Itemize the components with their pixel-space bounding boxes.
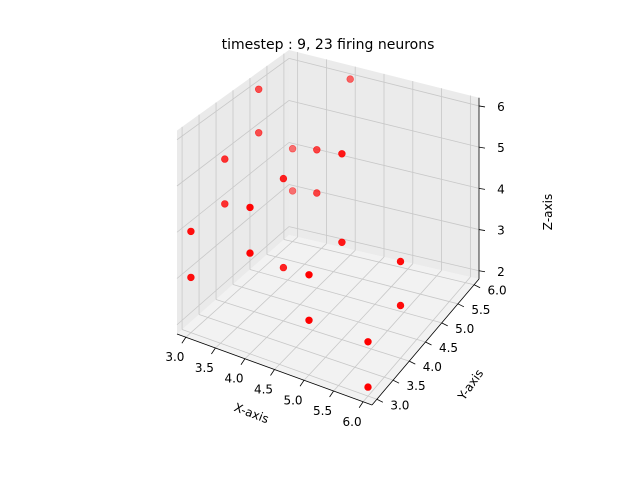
grid-line-y — [266, 254, 459, 305]
grid-line-z — [288, 100, 480, 148]
x-tick-label: 3.5 — [195, 361, 214, 375]
y-tick-mark — [425, 341, 432, 346]
grid-line-z — [176, 226, 290, 326]
x-tick-mark — [329, 390, 334, 398]
y-tick-label: 3.0 — [390, 398, 409, 412]
x-tick-mark — [240, 358, 246, 365]
data-point — [279, 174, 288, 183]
data-point — [313, 189, 321, 197]
y-tick-mark — [457, 303, 465, 308]
data-point — [313, 146, 321, 154]
grid-line-y — [181, 329, 377, 400]
x-tick-mark — [299, 380, 305, 387]
z-tick-label: 3 — [497, 224, 505, 238]
data-point — [221, 155, 229, 163]
grid-line-z — [288, 226, 480, 272]
grid-line-z — [176, 142, 290, 233]
y-tick-mark — [376, 398, 384, 403]
grid-line-z — [176, 100, 290, 187]
grid-line-z — [288, 142, 480, 189]
data-point — [246, 203, 254, 212]
grid-line-y — [215, 299, 410, 362]
y-tick-label: 6.0 — [488, 284, 507, 298]
axis-lines — [176, 97, 486, 408]
y-tick-label: 4.5 — [439, 341, 458, 355]
data-point — [288, 145, 297, 153]
data-point — [346, 75, 354, 83]
data-points — [187, 75, 405, 391]
x-tick-label: 4.0 — [224, 372, 243, 386]
data-point — [221, 200, 229, 208]
data-point — [364, 338, 372, 346]
y-tick-label: 5.5 — [471, 303, 490, 317]
z-tick-mark — [478, 229, 486, 231]
z-axis-label: Z-axis — [541, 194, 555, 230]
x-tick-mark — [270, 369, 275, 376]
z-tick-mark — [478, 270, 486, 273]
z-tick-label: 4 — [497, 182, 505, 196]
data-point — [255, 85, 263, 94]
grid-line-y — [198, 314, 394, 381]
z-tick-label: 2 — [497, 265, 505, 279]
tick-labels: 3.0 3.5 4.0 4.5 5.0 5.5 6.0 3.0 3.5 4.0 4.5 5.0 5.5 6… — [165, 100, 506, 429]
data-point — [364, 383, 372, 391]
data-point — [255, 129, 263, 137]
grid-lines — [176, 52, 480, 403]
grid-line-z — [288, 58, 480, 107]
x-tick-label: 5.0 — [283, 393, 302, 407]
y-tick-label: 4.0 — [423, 360, 442, 374]
data-point — [246, 249, 254, 257]
z-tick-mark — [478, 105, 486, 108]
grid-line-z — [176, 184, 290, 279]
x-tick-mark — [181, 337, 187, 344]
y-tick-mark — [441, 322, 448, 327]
data-point — [279, 263, 288, 272]
x-tick-label: 3.0 — [165, 350, 184, 364]
x-tick-label: 4.5 — [254, 383, 273, 397]
y-tick-mark — [409, 360, 416, 365]
data-point — [305, 316, 313, 324]
z-tick-mark — [478, 146, 486, 149]
y-tick-mark — [473, 284, 481, 289]
x-tick-mark — [211, 347, 216, 355]
grid-line-z — [176, 58, 290, 141]
z-tick-label: 5 — [497, 141, 505, 155]
x-tick-label: 6.0 — [343, 415, 362, 429]
grid-line-y — [249, 269, 442, 324]
grid-line-y — [232, 284, 426, 343]
data-point — [305, 271, 313, 279]
data-point — [187, 227, 195, 236]
data-point — [288, 187, 297, 195]
data-point — [338, 150, 346, 158]
z-tick-label: 6 — [497, 100, 505, 114]
y-tick-label: 3.5 — [407, 379, 426, 393]
data-point — [396, 301, 405, 310]
data-point — [187, 273, 195, 282]
x-tick-mark — [358, 401, 364, 408]
z-tick-mark — [478, 187, 486, 190]
chart-title: timestep : 9, 23 firing neurons — [222, 37, 435, 53]
grid-line-y — [283, 239, 475, 286]
x-tick-label: 5.5 — [313, 404, 332, 418]
data-point — [338, 238, 346, 247]
grid-line-z — [288, 184, 480, 230]
y-tick-label: 5.0 — [455, 322, 474, 336]
y-tick-mark — [392, 379, 400, 384]
data-point — [396, 257, 405, 266]
